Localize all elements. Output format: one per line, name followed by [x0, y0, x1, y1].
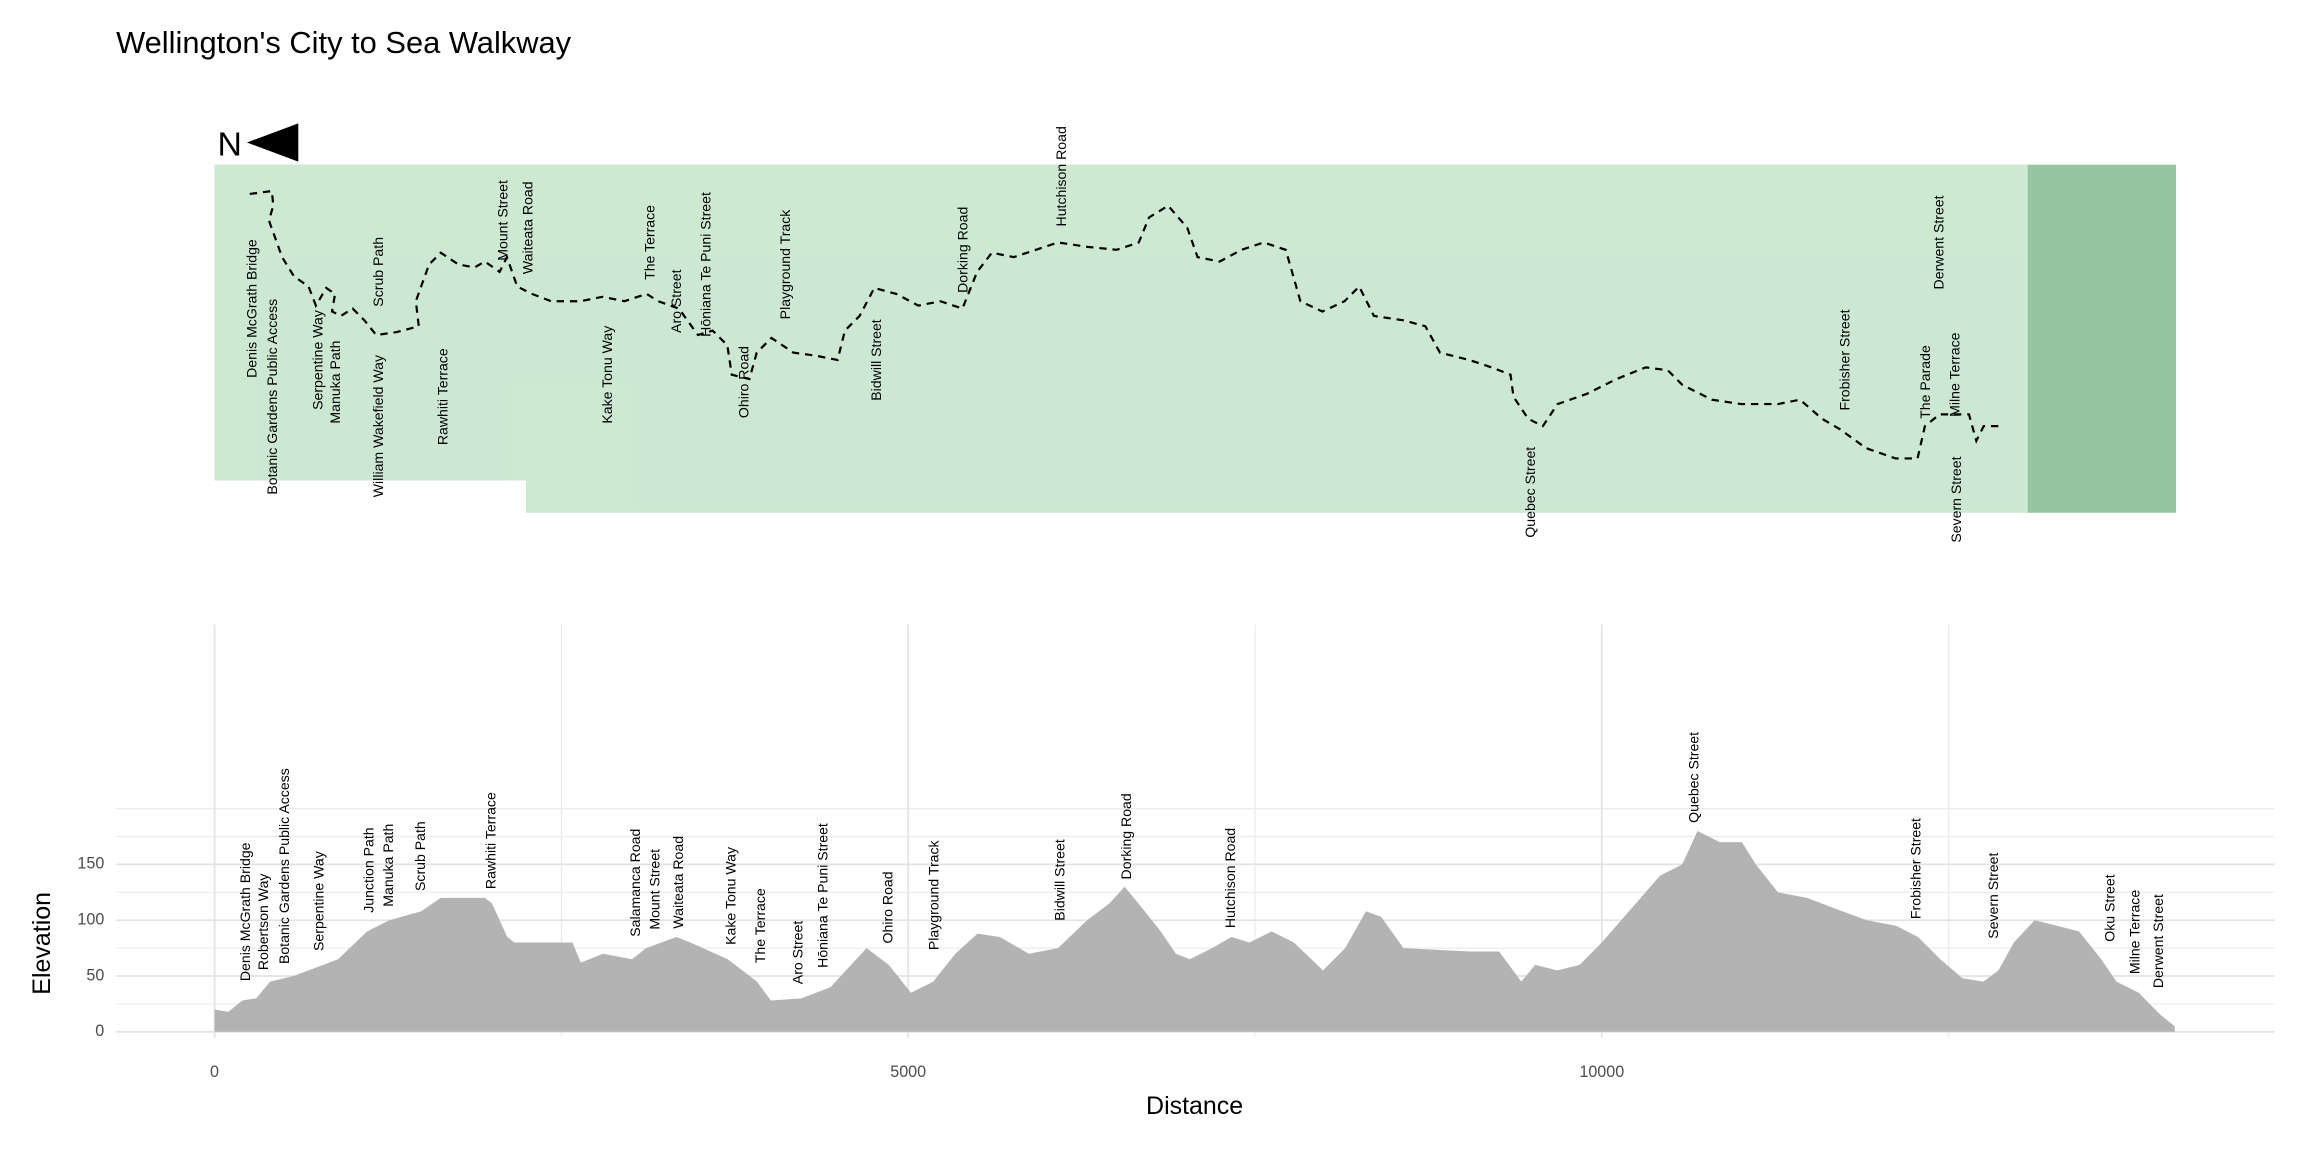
map-street-label: The Parade: [1917, 345, 1933, 419]
map-street-label: Playground Track: [777, 209, 793, 320]
y-tick-label: 100: [77, 910, 104, 928]
street-label: Waiteata Road: [670, 836, 686, 929]
street-label: Dorking Road: [1118, 793, 1134, 879]
street-label: Manuka Path: [380, 824, 396, 907]
street-label: Mount Street: [646, 849, 662, 930]
map-street-label: Ohiro Road: [736, 346, 752, 418]
route: [249, 189, 1999, 460]
sea: [2027, 164, 2177, 513]
map-street-label: Serpentine Way: [310, 309, 326, 410]
map-street-label: Scrub Path: [370, 237, 386, 307]
street-label: Kake Tonu Way: [723, 846, 739, 945]
street-label: Derwent Street: [2150, 894, 2166, 988]
x-tick-label: 0: [210, 1063, 219, 1081]
y-tick-label: 0: [95, 1022, 104, 1040]
map-street-label: Dorking Road: [955, 207, 971, 293]
y-tick-label: 50: [86, 966, 104, 984]
map-street-label: Hutchison Road: [1053, 126, 1069, 226]
street-label: Oku Street: [2102, 874, 2118, 941]
street-label: Frobisher Street: [1907, 818, 1923, 919]
street-label: Playground Track: [925, 839, 941, 950]
map-street-label: Mount Street: [495, 180, 511, 261]
x-tick-label: 10000: [1579, 1063, 1624, 1081]
x-tick-label: 5000: [890, 1063, 926, 1081]
street-label: Rawhiti Terrace: [483, 792, 499, 889]
north-label: N: [217, 126, 241, 164]
street-label: Ohiro Road: [879, 871, 895, 943]
street-label: Bidwill Street: [1052, 839, 1068, 921]
street-label: Milne Terrace: [2127, 890, 2143, 974]
map-street-label: Severn Street: [1948, 456, 1964, 542]
map-street-label: Denis McGrath Bridge: [243, 239, 259, 378]
north-arrow: [246, 123, 299, 162]
map-street-label: Hōniana Te Puni Street: [697, 192, 713, 337]
map-street-label: Aro Street: [668, 269, 684, 333]
y-axis-title: Elevation: [28, 892, 56, 995]
street-label: Hutchison Road: [1222, 828, 1238, 928]
map-street-label: Kake Tonu Way: [599, 325, 615, 424]
hillshade: [214, 164, 2177, 513]
map-street-label: Rawhiti Terrace: [434, 348, 450, 445]
street-label: Junction Path: [361, 827, 377, 912]
street-label: Botanic Gardens Public Access: [276, 768, 292, 964]
map-street-label: Milne Terrace: [1946, 332, 1962, 416]
street-label: Robertson Way: [255, 873, 271, 971]
street-label: Quebec Street: [1685, 732, 1701, 823]
street-label: Hōniana Te Puni Street: [814, 823, 830, 968]
map-street-label: Waiteata Road: [520, 181, 536, 274]
map-street-label: Derwent Street: [1930, 195, 1946, 289]
x-axis-title: Distance: [1146, 1092, 1243, 1120]
street-label: Scrub Path: [412, 821, 428, 891]
map-street-label: The Terrace: [642, 205, 658, 280]
map-street-label: Quebec Street: [1522, 447, 1538, 538]
chart-title: Wellington's City to Sea Walkway: [116, 25, 572, 60]
map-street-label: Manuka Path: [327, 341, 343, 424]
street-label: The Terrace: [752, 888, 768, 963]
y-tick-label: 150: [77, 855, 104, 873]
street-label: Aro Street: [789, 921, 805, 985]
map-street-label: Frobisher Street: [1836, 309, 1852, 410]
street-label: Severn Street: [1985, 853, 2001, 939]
map-street-label: Bidwill Street: [868, 319, 884, 401]
map: N Denis McGrath Bridge Botanic Gardens Pu…: [214, 123, 2177, 543]
map-street-label: Botanic Gardens Public Access: [264, 299, 280, 495]
street-label: Salamanca Road: [627, 829, 643, 937]
elevation-area: [214, 830, 2175, 1032]
street-label: Serpentine Way: [311, 850, 327, 951]
street-label: Denis McGrath Bridge: [237, 842, 253, 981]
map-street-label: William Wakefield Way: [370, 354, 386, 497]
